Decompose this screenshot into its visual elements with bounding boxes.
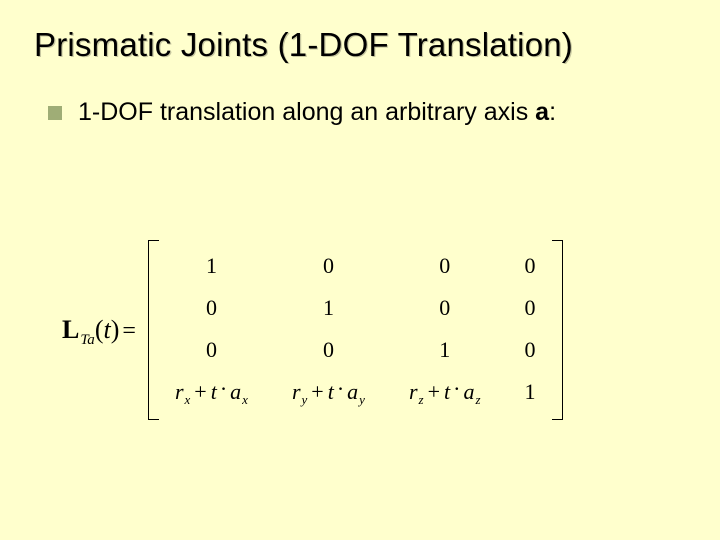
m-3-3: 1	[525, 379, 536, 405]
bullet-text: 1-DOF translation along an arbitrary axi…	[78, 98, 556, 127]
sub-y2: y	[359, 392, 365, 407]
eq-L: L	[62, 315, 79, 345]
m-3-0: rx+t·ax	[175, 379, 248, 405]
m-2-2: 1	[409, 337, 481, 363]
sub-x: x	[185, 392, 191, 407]
page-title: Prismatic Joints (1-DOF Translation)	[34, 26, 686, 64]
m-2-3: 0	[525, 337, 536, 363]
m-0-3: 0	[525, 253, 536, 279]
bullet-item: 1-DOF translation along an arbitrary axi…	[48, 98, 690, 127]
m-2-0: 0	[175, 337, 248, 363]
plus: +	[311, 379, 323, 404]
plus: +	[194, 379, 206, 404]
a: a	[463, 379, 474, 404]
matrix-grid: 1 0 0 0 0 1 0 0 0 0 1 0 rx+t·ax ry+t·ay	[159, 240, 552, 420]
m-0-2: 0	[409, 253, 481, 279]
eq-equals: =	[122, 318, 136, 345]
eq-paren-open: (	[95, 315, 104, 345]
m-0-1: 0	[292, 253, 365, 279]
dot: ·	[337, 376, 344, 401]
t: t	[444, 379, 450, 404]
sub-y: y	[302, 392, 308, 407]
t: t	[211, 379, 217, 404]
eq-t: t	[103, 315, 110, 345]
m-1-2: 0	[409, 295, 481, 321]
t: t	[328, 379, 334, 404]
a: a	[230, 379, 241, 404]
sub-z2: z	[475, 392, 480, 407]
equation-lhs: LTa(t) =	[62, 315, 142, 345]
m-1-3: 0	[525, 295, 536, 321]
r: r	[292, 379, 301, 404]
m-3-2: rz+t·az	[409, 379, 481, 405]
dot: ·	[453, 376, 460, 401]
a: a	[347, 379, 358, 404]
sub-z: z	[419, 392, 424, 407]
eq-paren-close: )	[111, 315, 120, 345]
plus: +	[428, 379, 440, 404]
bracket-left-icon	[148, 240, 159, 420]
dot: ·	[220, 376, 227, 401]
eq-L-sub: Ta	[80, 332, 94, 349]
slide: Prismatic Joints (1-DOF Translation) 1-D…	[0, 0, 720, 540]
m-1-0: 0	[175, 295, 248, 321]
bullet-text-plain: 1-DOF translation along an arbitrary axi…	[78, 98, 535, 126]
equation: LTa(t) = 1 0 0 0 0 1 0 0 0 0 1 0 rx+t·ax	[62, 240, 563, 420]
m-1-1: 1	[292, 295, 365, 321]
sub-x2: x	[242, 392, 248, 407]
m-3-1: ry+t·ay	[292, 379, 365, 405]
bullet-text-tail: :	[549, 98, 556, 126]
r: r	[409, 379, 418, 404]
r: r	[175, 379, 184, 404]
bullet-text-bold: a	[535, 98, 549, 126]
m-2-1: 0	[292, 337, 365, 363]
square-bullet-icon	[48, 106, 62, 120]
bracket-right-icon	[552, 240, 563, 420]
m-0-0: 1	[175, 253, 248, 279]
matrix: 1 0 0 0 0 1 0 0 0 0 1 0 rx+t·ax ry+t·ay	[148, 240, 563, 420]
